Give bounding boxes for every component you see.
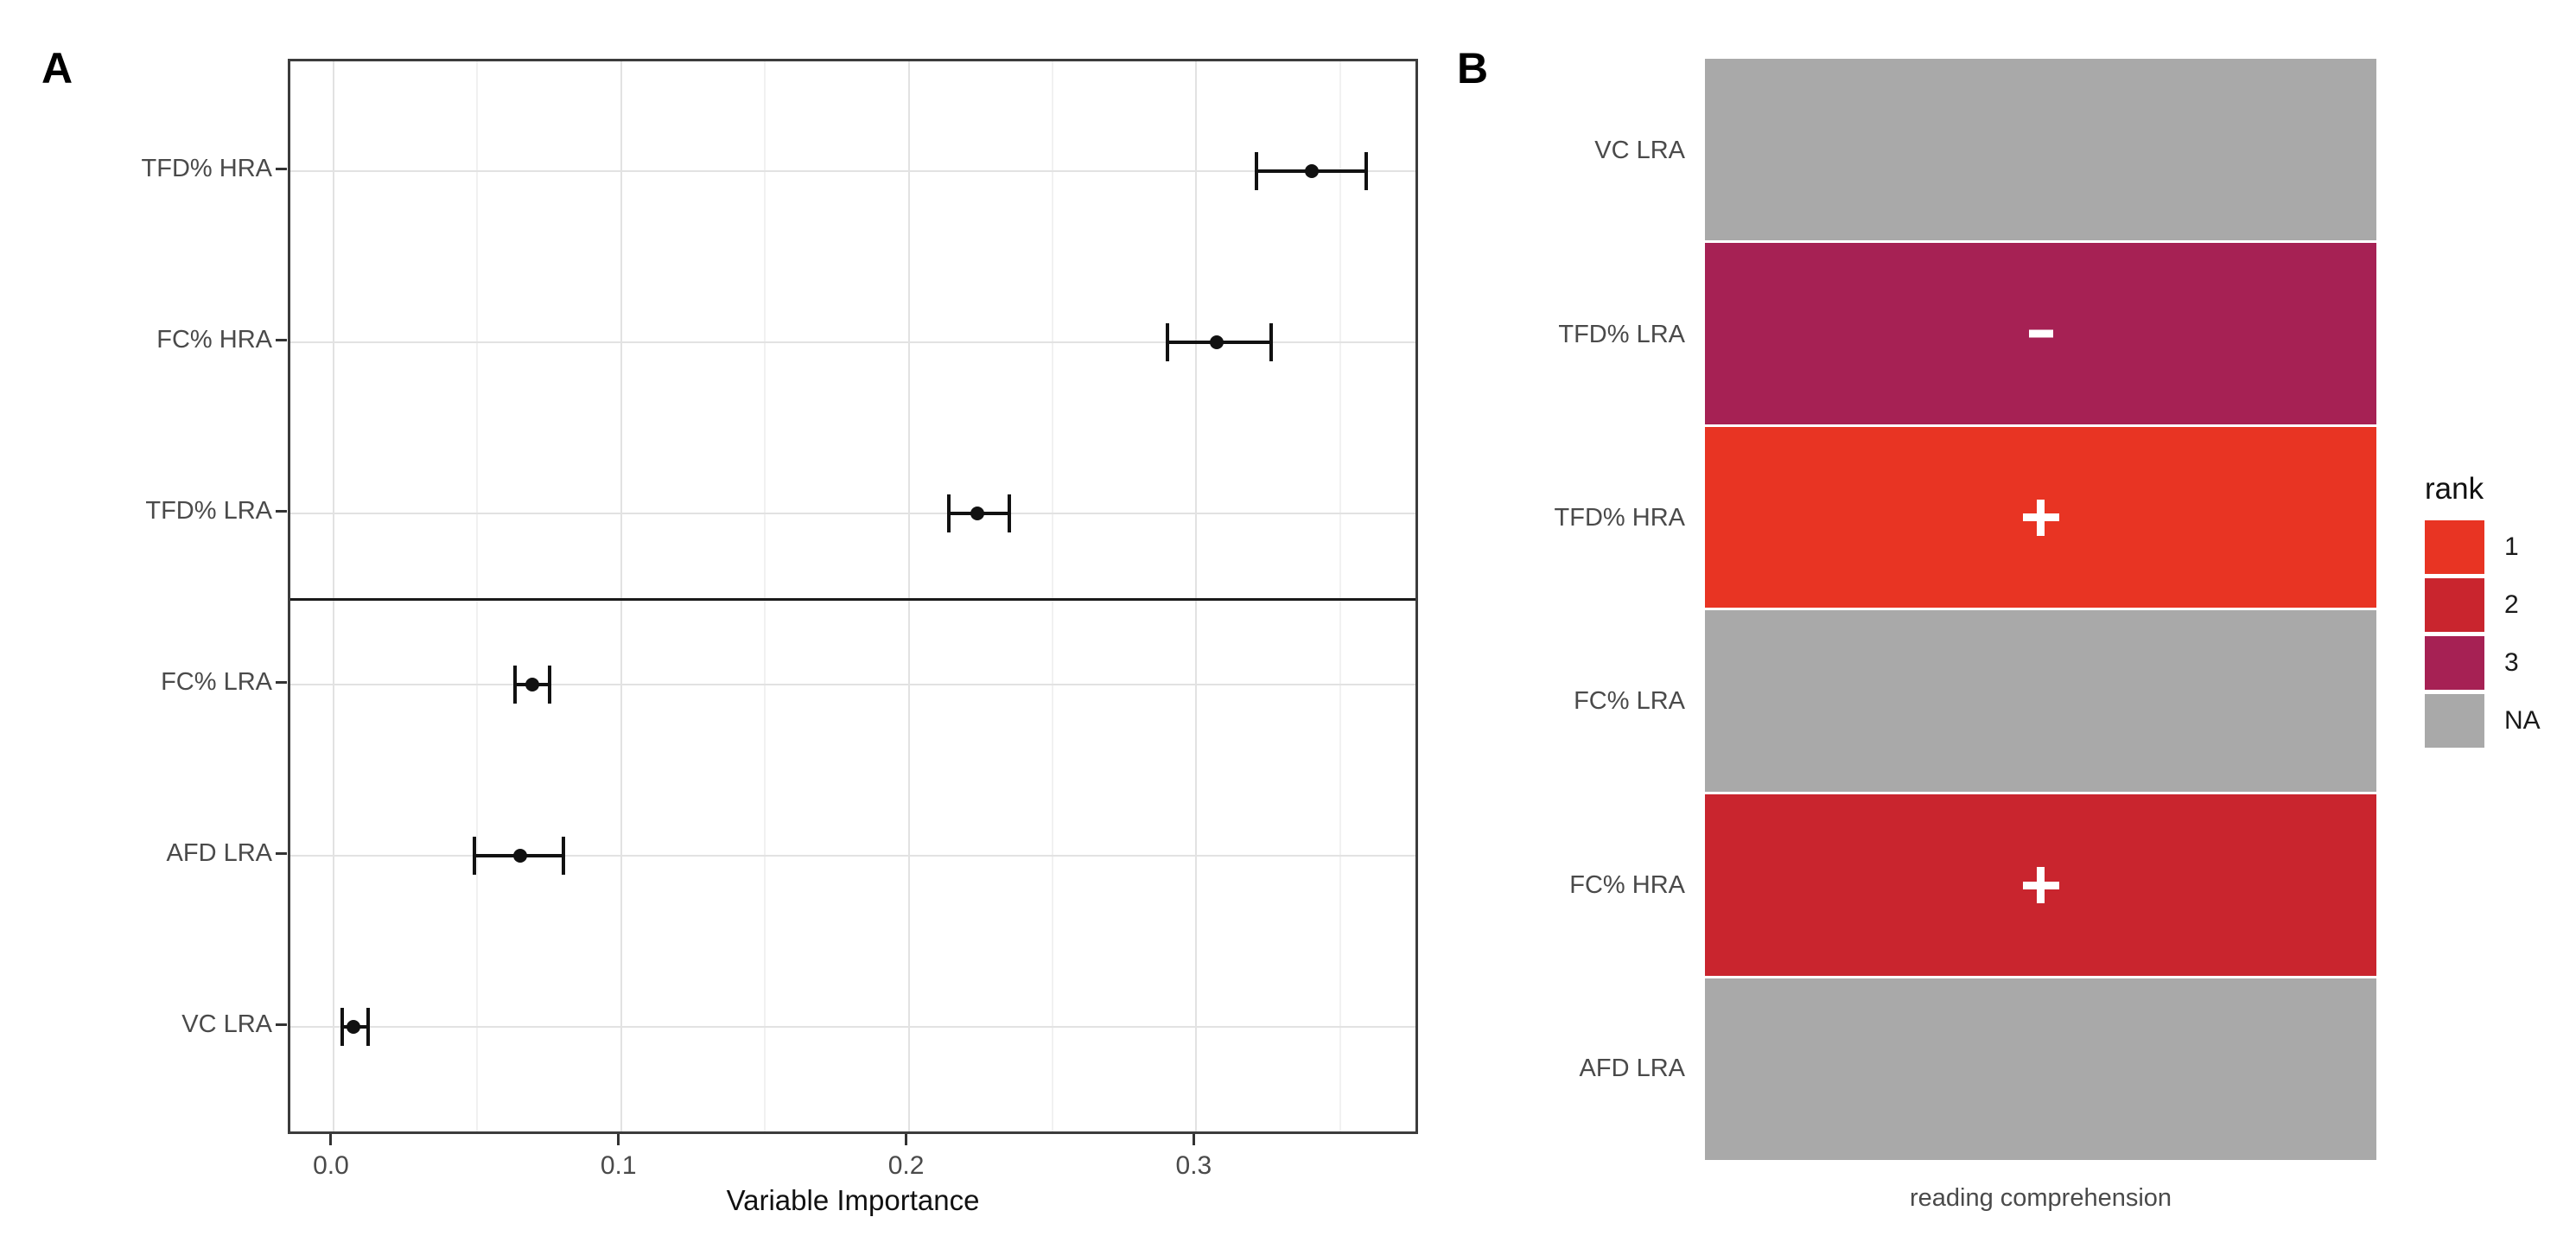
heatmap-row-label: AFD LRA xyxy=(1579,1054,1685,1082)
data-point xyxy=(513,849,528,863)
heatmap-row-label: TFD% HRA xyxy=(1554,503,1685,532)
data-point xyxy=(1209,335,1224,349)
legend-label: 1 xyxy=(2504,532,2519,561)
error-bar-cap-low xyxy=(1255,152,1259,190)
legend-label: 2 xyxy=(2504,590,2519,619)
plus-symbol xyxy=(2022,499,2059,536)
error-bar-cap-low xyxy=(340,1008,344,1046)
panel-b-heatmap xyxy=(1705,59,2376,1160)
gridline-major-horizontal xyxy=(290,684,1415,685)
data-point xyxy=(347,1020,361,1034)
y-axis-tick xyxy=(276,851,287,855)
heatmap-row-label: VC LRA xyxy=(1594,137,1685,165)
heatmap-row-afd-lra xyxy=(1705,976,2376,1160)
error-bar-cap-low xyxy=(512,666,517,704)
gridline-major-vertical xyxy=(620,61,622,1131)
panel-a-tag: A xyxy=(41,44,73,92)
y-axis-tick xyxy=(276,338,287,341)
error-bar-cap-low xyxy=(473,837,476,875)
panel-a-x-axis-title: Variable Importance xyxy=(726,1184,980,1216)
error-bar-cap-high xyxy=(366,1008,370,1046)
gridline-major-horizontal xyxy=(290,1026,1415,1028)
gridline-minor-vertical xyxy=(476,61,479,1131)
data-point xyxy=(970,507,985,520)
error-bar-cap-low xyxy=(947,494,951,532)
y-axis-tick xyxy=(276,1023,287,1026)
heatmap-row-tfd-lra xyxy=(1705,239,2376,424)
panel-b-x-axis-title: reading comprehension xyxy=(1909,1184,2172,1212)
legend-title: rank xyxy=(2425,472,2484,506)
error-bar-cap-high xyxy=(547,666,551,704)
panel-a-plot-area xyxy=(288,59,1418,1134)
y-axis-category-label: TFD% HRA xyxy=(141,155,272,182)
legend-label: NA xyxy=(2504,706,2541,735)
panel-b-tag: B xyxy=(1457,44,1489,92)
gridline-major-horizontal xyxy=(290,513,1415,514)
legend-swatch xyxy=(2425,520,2484,574)
y-axis-category-label: AFD LRA xyxy=(166,839,272,867)
plus-symbol xyxy=(2022,867,2059,904)
legend-swatch xyxy=(2425,636,2484,690)
error-bar-cap-high xyxy=(1269,323,1273,361)
y-axis-category-label: FC% LRA xyxy=(161,668,272,696)
x-axis-tick-label: 0.3 xyxy=(1175,1151,1212,1180)
gridline-major-horizontal xyxy=(290,170,1415,172)
error-bar-cap-high xyxy=(1008,494,1012,532)
gridline-major-vertical xyxy=(1195,61,1198,1131)
legend-swatch xyxy=(2425,694,2484,748)
gridline-major-vertical xyxy=(332,61,334,1131)
x-axis-tick xyxy=(617,1134,620,1145)
group-separator-line xyxy=(290,597,1415,601)
legend-label: 3 xyxy=(2504,648,2519,677)
x-axis-tick xyxy=(905,1134,908,1145)
x-axis-tick-label: 0.1 xyxy=(600,1151,637,1180)
error-bar-cap-high xyxy=(562,837,566,875)
error-bar-cap-high xyxy=(1364,152,1368,190)
y-axis-category-label: FC% HRA xyxy=(156,326,272,354)
gridline-minor-vertical xyxy=(1339,61,1341,1131)
gridline-major-horizontal xyxy=(290,855,1415,857)
data-point xyxy=(1304,164,1319,178)
y-axis-tick xyxy=(276,680,287,684)
heatmap-row-label: TFD% LRA xyxy=(1558,320,1685,348)
gridline-major-vertical xyxy=(907,61,910,1131)
x-axis-tick-label: 0.2 xyxy=(887,1151,925,1180)
legend-swatch xyxy=(2425,578,2484,632)
y-axis-tick xyxy=(276,167,287,170)
heatmap-row-label: FC% LRA xyxy=(1574,687,1685,716)
data-point xyxy=(525,678,539,691)
x-axis-tick xyxy=(1192,1134,1195,1145)
heatmap-row-tfd-hra xyxy=(1705,424,2376,609)
x-axis-tick-label: 0.0 xyxy=(313,1151,349,1180)
gridline-minor-vertical xyxy=(1051,61,1053,1131)
gridline-minor-vertical xyxy=(764,61,766,1131)
heatmap-row-fc-lra xyxy=(1705,608,2376,793)
y-axis-category-label: VC LRA xyxy=(181,1010,272,1038)
heatmap-row-fc-hra xyxy=(1705,792,2376,977)
heatmap-row-label: FC% HRA xyxy=(1569,870,1685,899)
gridline-major-horizontal xyxy=(290,341,1415,343)
heatmap-row-vc-lra xyxy=(1705,59,2376,240)
x-axis-tick xyxy=(329,1134,333,1145)
error-bar-cap-low xyxy=(1166,323,1170,361)
y-axis-category-label: TFD% LRA xyxy=(145,497,272,525)
minus-symbol xyxy=(2028,329,2053,338)
y-axis-tick xyxy=(276,509,287,513)
